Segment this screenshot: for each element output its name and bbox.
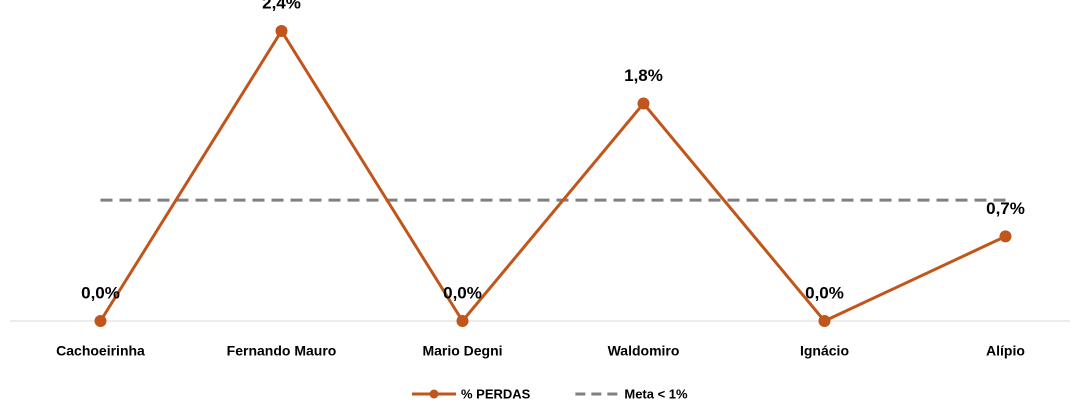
- data-point: [94, 315, 107, 327]
- data-point: [456, 315, 469, 327]
- data-line: [99, 28, 1007, 324]
- legend-label: Meta < 1%: [624, 386, 688, 401]
- x-tick-label: Ignácio: [800, 343, 849, 359]
- data-point: [637, 97, 650, 110]
- legend-marker: [429, 389, 439, 399]
- x-tick-label: Cachoeirinha: [56, 343, 145, 359]
- data-label: 0,0%: [81, 283, 120, 302]
- data-point: [818, 315, 831, 327]
- x-tick-label: Waldomiro: [608, 343, 680, 359]
- data-point: [999, 230, 1012, 243]
- data-label: 1,8%: [624, 66, 663, 85]
- x-tick-label: Fernando Mauro: [227, 343, 337, 359]
- data-point: [275, 25, 288, 37]
- data-label: 2,4%: [262, 0, 301, 12]
- legend-label: % PERDAS: [461, 386, 531, 401]
- x-tick-label: Alípio: [986, 343, 1025, 359]
- data-label: 0,0%: [443, 283, 482, 302]
- x-tick-label: Mario Degni: [422, 343, 502, 359]
- data-label: 0,7%: [986, 199, 1025, 218]
- data-label: 0,0%: [805, 283, 844, 302]
